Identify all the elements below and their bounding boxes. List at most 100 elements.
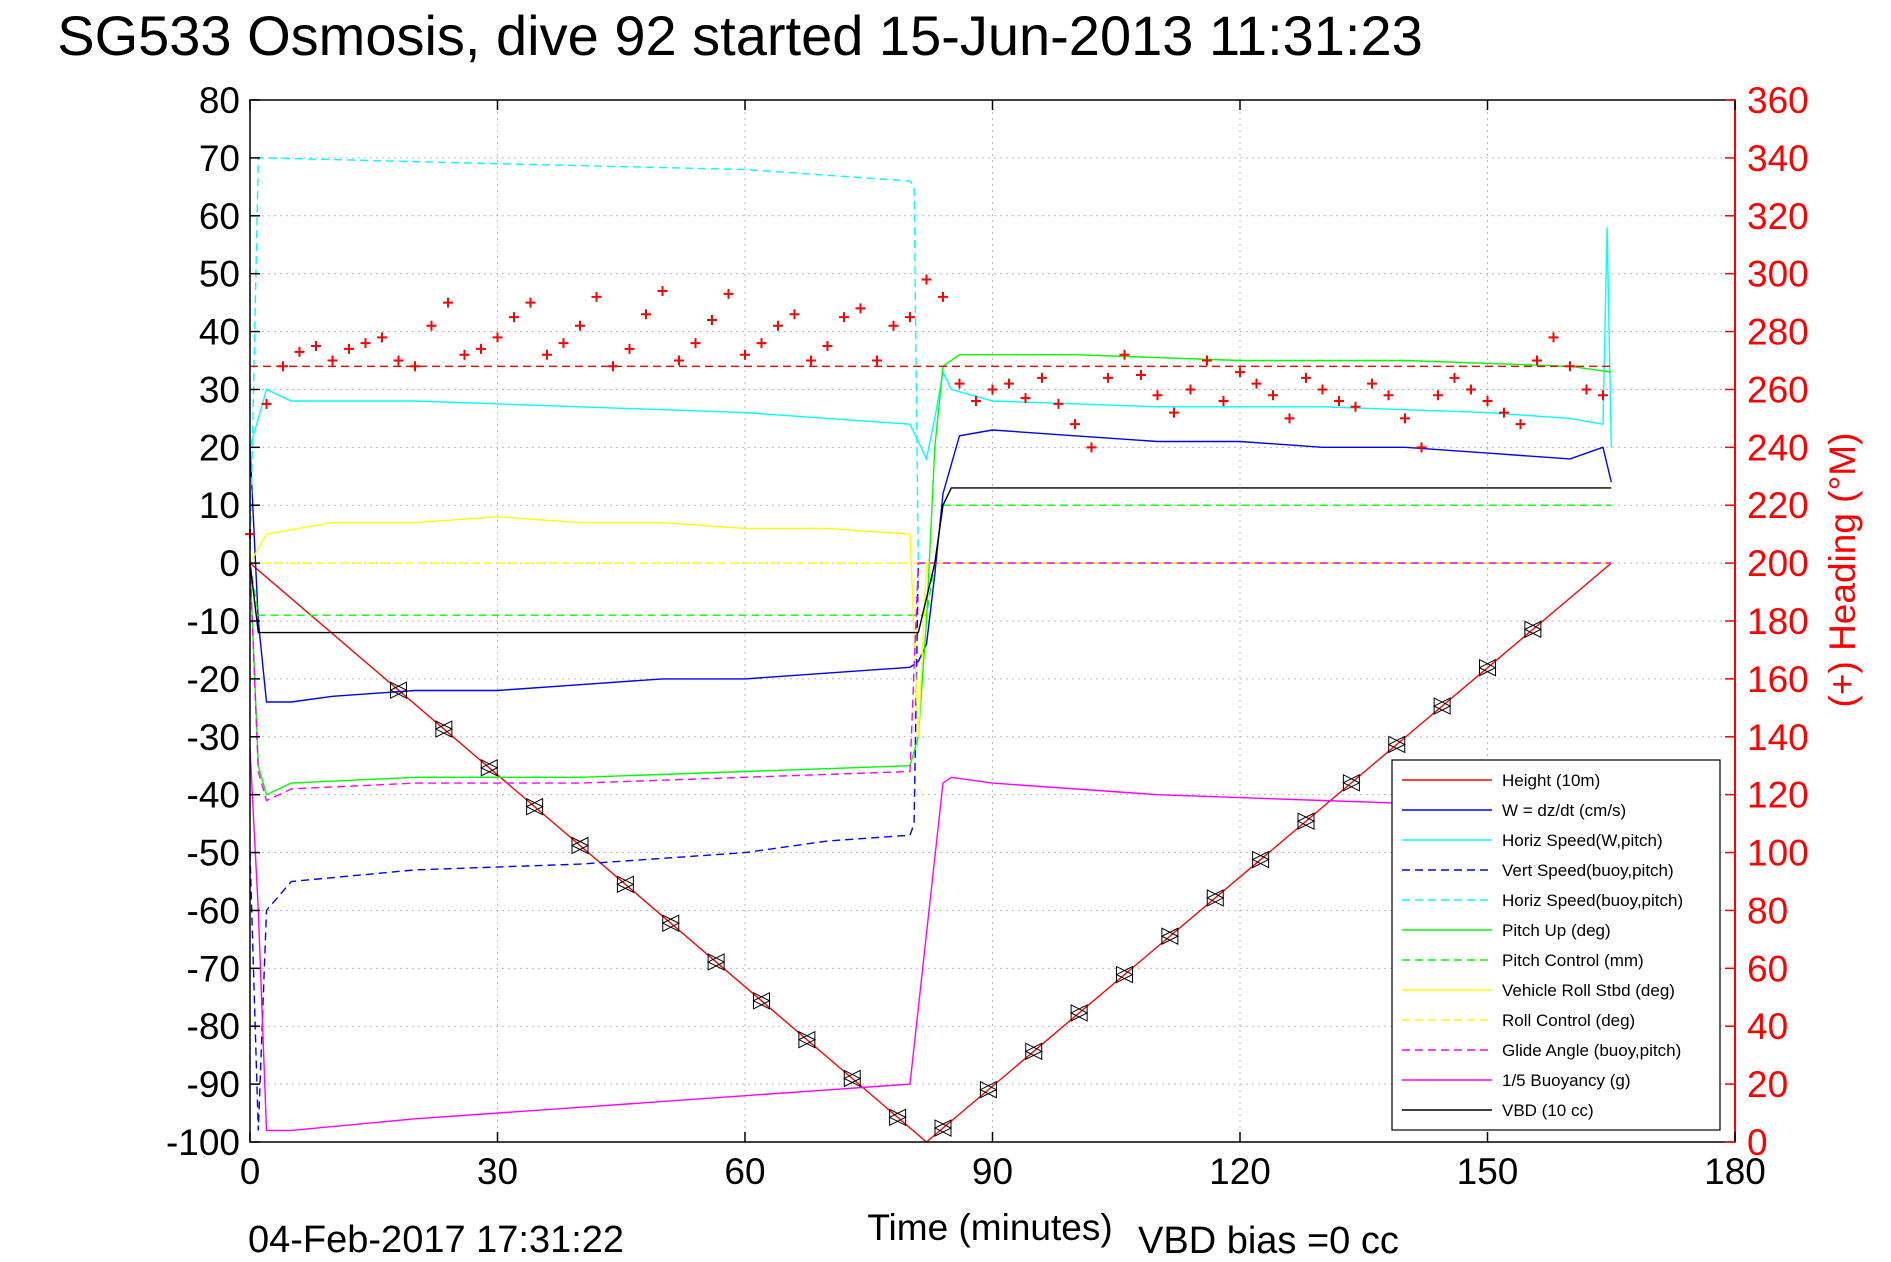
heading-point: [1532, 355, 1542, 366]
heading-point: [1086, 442, 1097, 453]
x-tick-label: 0: [240, 1151, 261, 1192]
height-marker: [1523, 620, 1542, 639]
height-marker: [480, 759, 498, 777]
y-left-tick-label: -80: [187, 1006, 240, 1047]
height-marker: [752, 991, 770, 1010]
y-right-tick-label: 360: [1747, 80, 1809, 121]
height-marker: [1160, 927, 1179, 946]
heading-point: [1070, 419, 1080, 430]
heading-point: [393, 355, 404, 366]
y-left-tick-label: -20: [187, 659, 240, 700]
heading-point: [1020, 393, 1031, 404]
y-right-tick-label: 320: [1747, 196, 1809, 237]
y-left-tick-label: 70: [199, 138, 240, 179]
heading-point: [674, 355, 684, 366]
y-right-tick-label: 180: [1747, 601, 1809, 642]
heading-point: [1449, 372, 1460, 383]
heading-point: [1218, 396, 1229, 407]
y-left-tick-label: -50: [187, 833, 240, 874]
y-right-tick-label: 160: [1747, 659, 1809, 700]
y-left-tick-label: 40: [199, 312, 240, 353]
heading-point: [756, 338, 767, 349]
heading-point: [1169, 407, 1179, 418]
y-right-tick-label: 0: [1747, 1122, 1768, 1163]
heading-point: [558, 338, 569, 349]
heading-point: [1037, 372, 1047, 383]
series-line-1: [249, 429, 1612, 703]
heading-point: [1383, 390, 1394, 401]
chart-title: SG533 Osmosis, dive 92 started 15-Jun-20…: [57, 4, 1423, 67]
heading-point: [938, 291, 948, 302]
heading-point: [1136, 369, 1146, 380]
y-right-tick-label: 220: [1747, 485, 1809, 526]
heading-point: [971, 396, 981, 407]
height-marker: [1433, 697, 1451, 715]
legend-label: Roll Control (deg): [1502, 1011, 1635, 1030]
heading-point: [261, 398, 272, 409]
heading-point: [344, 343, 354, 354]
y-right-tick-label: 280: [1747, 312, 1809, 353]
y-left-tick-label: -10: [187, 601, 240, 642]
heading-point: [542, 349, 552, 360]
heading-point: [278, 361, 288, 372]
height-marker: [933, 1119, 952, 1137]
heading-point: [410, 361, 420, 372]
height-marker: [389, 681, 407, 699]
heading-point: [773, 320, 783, 331]
height-marker: [979, 1080, 997, 1099]
heading-point: [839, 312, 849, 323]
height-marker: [616, 875, 634, 894]
height-marker: [707, 953, 725, 971]
heading-point: [311, 341, 321, 352]
heading-point: [1251, 378, 1262, 389]
heading-point: [443, 297, 453, 308]
height-marker: [888, 1108, 907, 1127]
series-line-10: [249, 748, 1612, 1132]
series-line-4: [249, 157, 1612, 564]
y-right-tick-label: 200: [1747, 543, 1809, 584]
heading-point: [987, 384, 998, 395]
y-left-tick-label: 80: [199, 80, 240, 121]
heading-point: [294, 346, 305, 357]
heading-point: [1053, 398, 1064, 409]
height-marker: [1342, 774, 1360, 792]
heading-point: [1548, 332, 1559, 343]
heading-point: [327, 355, 338, 366]
heading-point: [872, 355, 882, 366]
heading-point: [1350, 401, 1361, 412]
heading-point: [1119, 349, 1130, 360]
heading-point: [360, 338, 371, 349]
heading-point: [641, 309, 651, 320]
heading-point: [1301, 372, 1311, 383]
heading-point: [723, 288, 734, 299]
legend-label: Horiz Speed(buoy,pitch): [1502, 891, 1683, 910]
height-marker: [525, 797, 544, 816]
y-left-tick-label: -90: [187, 1064, 240, 1105]
x-tick-label: 120: [1209, 1151, 1271, 1192]
heading-point: [888, 320, 899, 331]
y-left-tick-label: 50: [199, 254, 240, 295]
height-marker: [797, 1030, 816, 1049]
height-marker: [1251, 850, 1270, 869]
heading-point: [1515, 419, 1526, 430]
heading-point: [476, 343, 486, 354]
height-marker: [1296, 812, 1315, 830]
series-line-9: [249, 562, 1612, 802]
legend: Height (10m) W = dz/dt (cm/s) Horiz Speed(…: [1391, 759, 1721, 1131]
legend-label: Vehicle Roll Stbd (deg): [1502, 981, 1675, 1000]
heading-point: [657, 286, 668, 297]
y-left-tick-label: -70: [187, 948, 240, 989]
heading-point: [1152, 390, 1163, 401]
heading-point: [1499, 407, 1509, 418]
height-marker: [1070, 1004, 1088, 1022]
series-line-2: [249, 227, 1612, 462]
y-left-tick-label: -100: [166, 1122, 240, 1163]
legend-label: Vert Speed(buoy,pitch): [1502, 861, 1674, 880]
y-left-tick-label: 10: [199, 485, 240, 526]
x-tick-label: 30: [477, 1151, 518, 1192]
axes-layer: 0 30 60 90 120 150 18080706050403020100-10-20-…: [166, 80, 1809, 1192]
heading-point: [707, 314, 717, 325]
legend-label: 1/5 Buoyancy (g): [1502, 1071, 1631, 1090]
heading-point: [1367, 378, 1377, 389]
